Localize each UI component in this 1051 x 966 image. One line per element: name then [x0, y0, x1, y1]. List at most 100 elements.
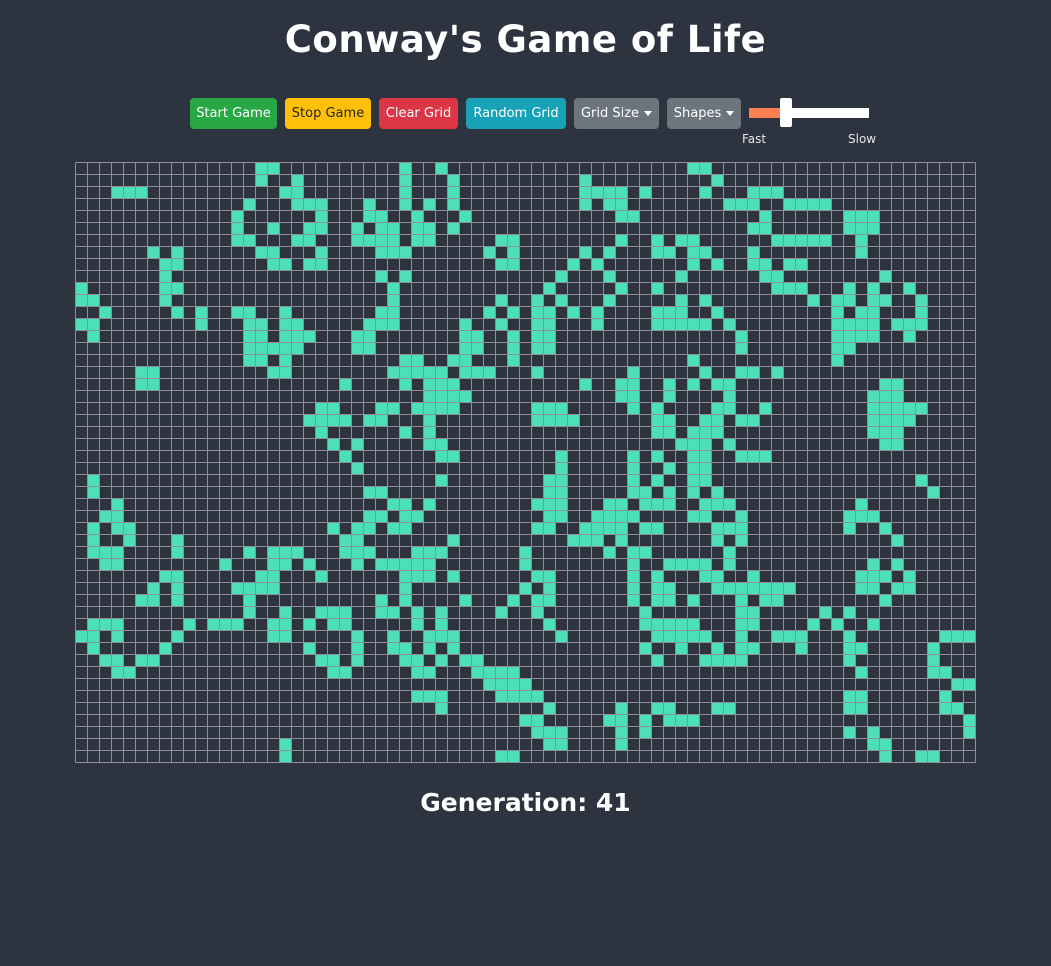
- live-cell[interactable]: [219, 618, 232, 631]
- live-cell[interactable]: [363, 318, 376, 331]
- live-cell[interactable]: [171, 594, 184, 607]
- live-cell[interactable]: [147, 582, 160, 595]
- live-cell[interactable]: [579, 186, 592, 199]
- live-cell[interactable]: [387, 366, 400, 379]
- live-cell[interactable]: [87, 330, 100, 343]
- live-cell[interactable]: [867, 738, 880, 751]
- live-cell[interactable]: [423, 546, 436, 559]
- live-cell[interactable]: [711, 426, 724, 439]
- live-cell[interactable]: [399, 162, 412, 175]
- live-cell[interactable]: [399, 366, 412, 379]
- live-cell[interactable]: [351, 342, 364, 355]
- live-cell[interactable]: [291, 318, 304, 331]
- live-cell[interactable]: [639, 486, 652, 499]
- live-cell[interactable]: [759, 594, 772, 607]
- live-cell[interactable]: [543, 522, 556, 535]
- live-cell[interactable]: [555, 414, 568, 427]
- live-cell[interactable]: [387, 498, 400, 511]
- live-cell[interactable]: [687, 486, 700, 499]
- live-cell[interactable]: [927, 654, 940, 667]
- live-cell[interactable]: [507, 666, 520, 679]
- live-cell[interactable]: [615, 522, 628, 535]
- live-cell[interactable]: [543, 342, 556, 355]
- live-cell[interactable]: [891, 402, 904, 415]
- live-cell[interactable]: [375, 306, 388, 319]
- live-cell[interactable]: [87, 630, 100, 643]
- live-cell[interactable]: [843, 522, 856, 535]
- live-cell[interactable]: [411, 210, 424, 223]
- live-cell[interactable]: [927, 666, 940, 679]
- live-cell[interactable]: [291, 186, 304, 199]
- live-cell[interactable]: [159, 258, 172, 271]
- live-cell[interactable]: [723, 498, 736, 511]
- live-cell[interactable]: [291, 198, 304, 211]
- live-cell[interactable]: [471, 366, 484, 379]
- live-cell[interactable]: [615, 390, 628, 403]
- live-cell[interactable]: [699, 450, 712, 463]
- live-cell[interactable]: [171, 582, 184, 595]
- live-cell[interactable]: [807, 294, 820, 307]
- live-cell[interactable]: [651, 450, 664, 463]
- live-cell[interactable]: [543, 318, 556, 331]
- live-cell[interactable]: [315, 654, 328, 667]
- live-cell[interactable]: [87, 642, 100, 655]
- live-cell[interactable]: [567, 534, 580, 547]
- live-cell[interactable]: [759, 270, 772, 283]
- live-cell[interactable]: [735, 630, 748, 643]
- live-cell[interactable]: [351, 534, 364, 547]
- live-cell[interactable]: [375, 414, 388, 427]
- live-cell[interactable]: [243, 330, 256, 343]
- live-cell[interactable]: [627, 474, 640, 487]
- live-cell[interactable]: [603, 510, 616, 523]
- live-cell[interactable]: [507, 306, 520, 319]
- live-cell[interactable]: [699, 462, 712, 475]
- live-cell[interactable]: [399, 186, 412, 199]
- live-cell[interactable]: [111, 498, 124, 511]
- live-cell[interactable]: [423, 378, 436, 391]
- live-cell[interactable]: [147, 366, 160, 379]
- live-cell[interactable]: [387, 234, 400, 247]
- live-cell[interactable]: [519, 546, 532, 559]
- live-cell[interactable]: [903, 402, 916, 415]
- live-cell[interactable]: [207, 618, 220, 631]
- live-cell[interactable]: [543, 594, 556, 607]
- live-cell[interactable]: [711, 654, 724, 667]
- live-cell[interactable]: [423, 666, 436, 679]
- live-cell[interactable]: [435, 450, 448, 463]
- live-cell[interactable]: [807, 198, 820, 211]
- live-cell[interactable]: [747, 414, 760, 427]
- stop-game-button[interactable]: Stop Game: [285, 98, 371, 129]
- live-cell[interactable]: [675, 270, 688, 283]
- live-cell[interactable]: [855, 666, 868, 679]
- live-cell[interactable]: [687, 378, 700, 391]
- live-cell[interactable]: [699, 246, 712, 259]
- live-cell[interactable]: [387, 306, 400, 319]
- live-cell[interactable]: [747, 618, 760, 631]
- live-cell[interactable]: [459, 654, 472, 667]
- live-cell[interactable]: [843, 318, 856, 331]
- live-cell[interactable]: [135, 378, 148, 391]
- live-cell[interactable]: [255, 174, 268, 187]
- live-cell[interactable]: [159, 282, 172, 295]
- live-cell[interactable]: [963, 678, 976, 691]
- live-cell[interactable]: [387, 630, 400, 643]
- live-cell[interactable]: [735, 366, 748, 379]
- live-cell[interactable]: [579, 174, 592, 187]
- live-cell[interactable]: [687, 318, 700, 331]
- live-cell[interactable]: [195, 318, 208, 331]
- live-cell[interactable]: [531, 570, 544, 583]
- live-cell[interactable]: [867, 582, 880, 595]
- grid-size-dropdown[interactable]: Grid Size: [574, 98, 659, 129]
- live-cell[interactable]: [771, 186, 784, 199]
- live-cell[interactable]: [231, 234, 244, 247]
- live-cell[interactable]: [267, 342, 280, 355]
- live-cell[interactable]: [447, 642, 460, 655]
- live-cell[interactable]: [651, 414, 664, 427]
- live-cell[interactable]: [327, 606, 340, 619]
- live-cell[interactable]: [591, 510, 604, 523]
- live-cell[interactable]: [687, 426, 700, 439]
- speed-slider-track[interactable]: [792, 108, 869, 118]
- live-cell[interactable]: [651, 594, 664, 607]
- live-cell[interactable]: [579, 534, 592, 547]
- live-cell[interactable]: [855, 306, 868, 319]
